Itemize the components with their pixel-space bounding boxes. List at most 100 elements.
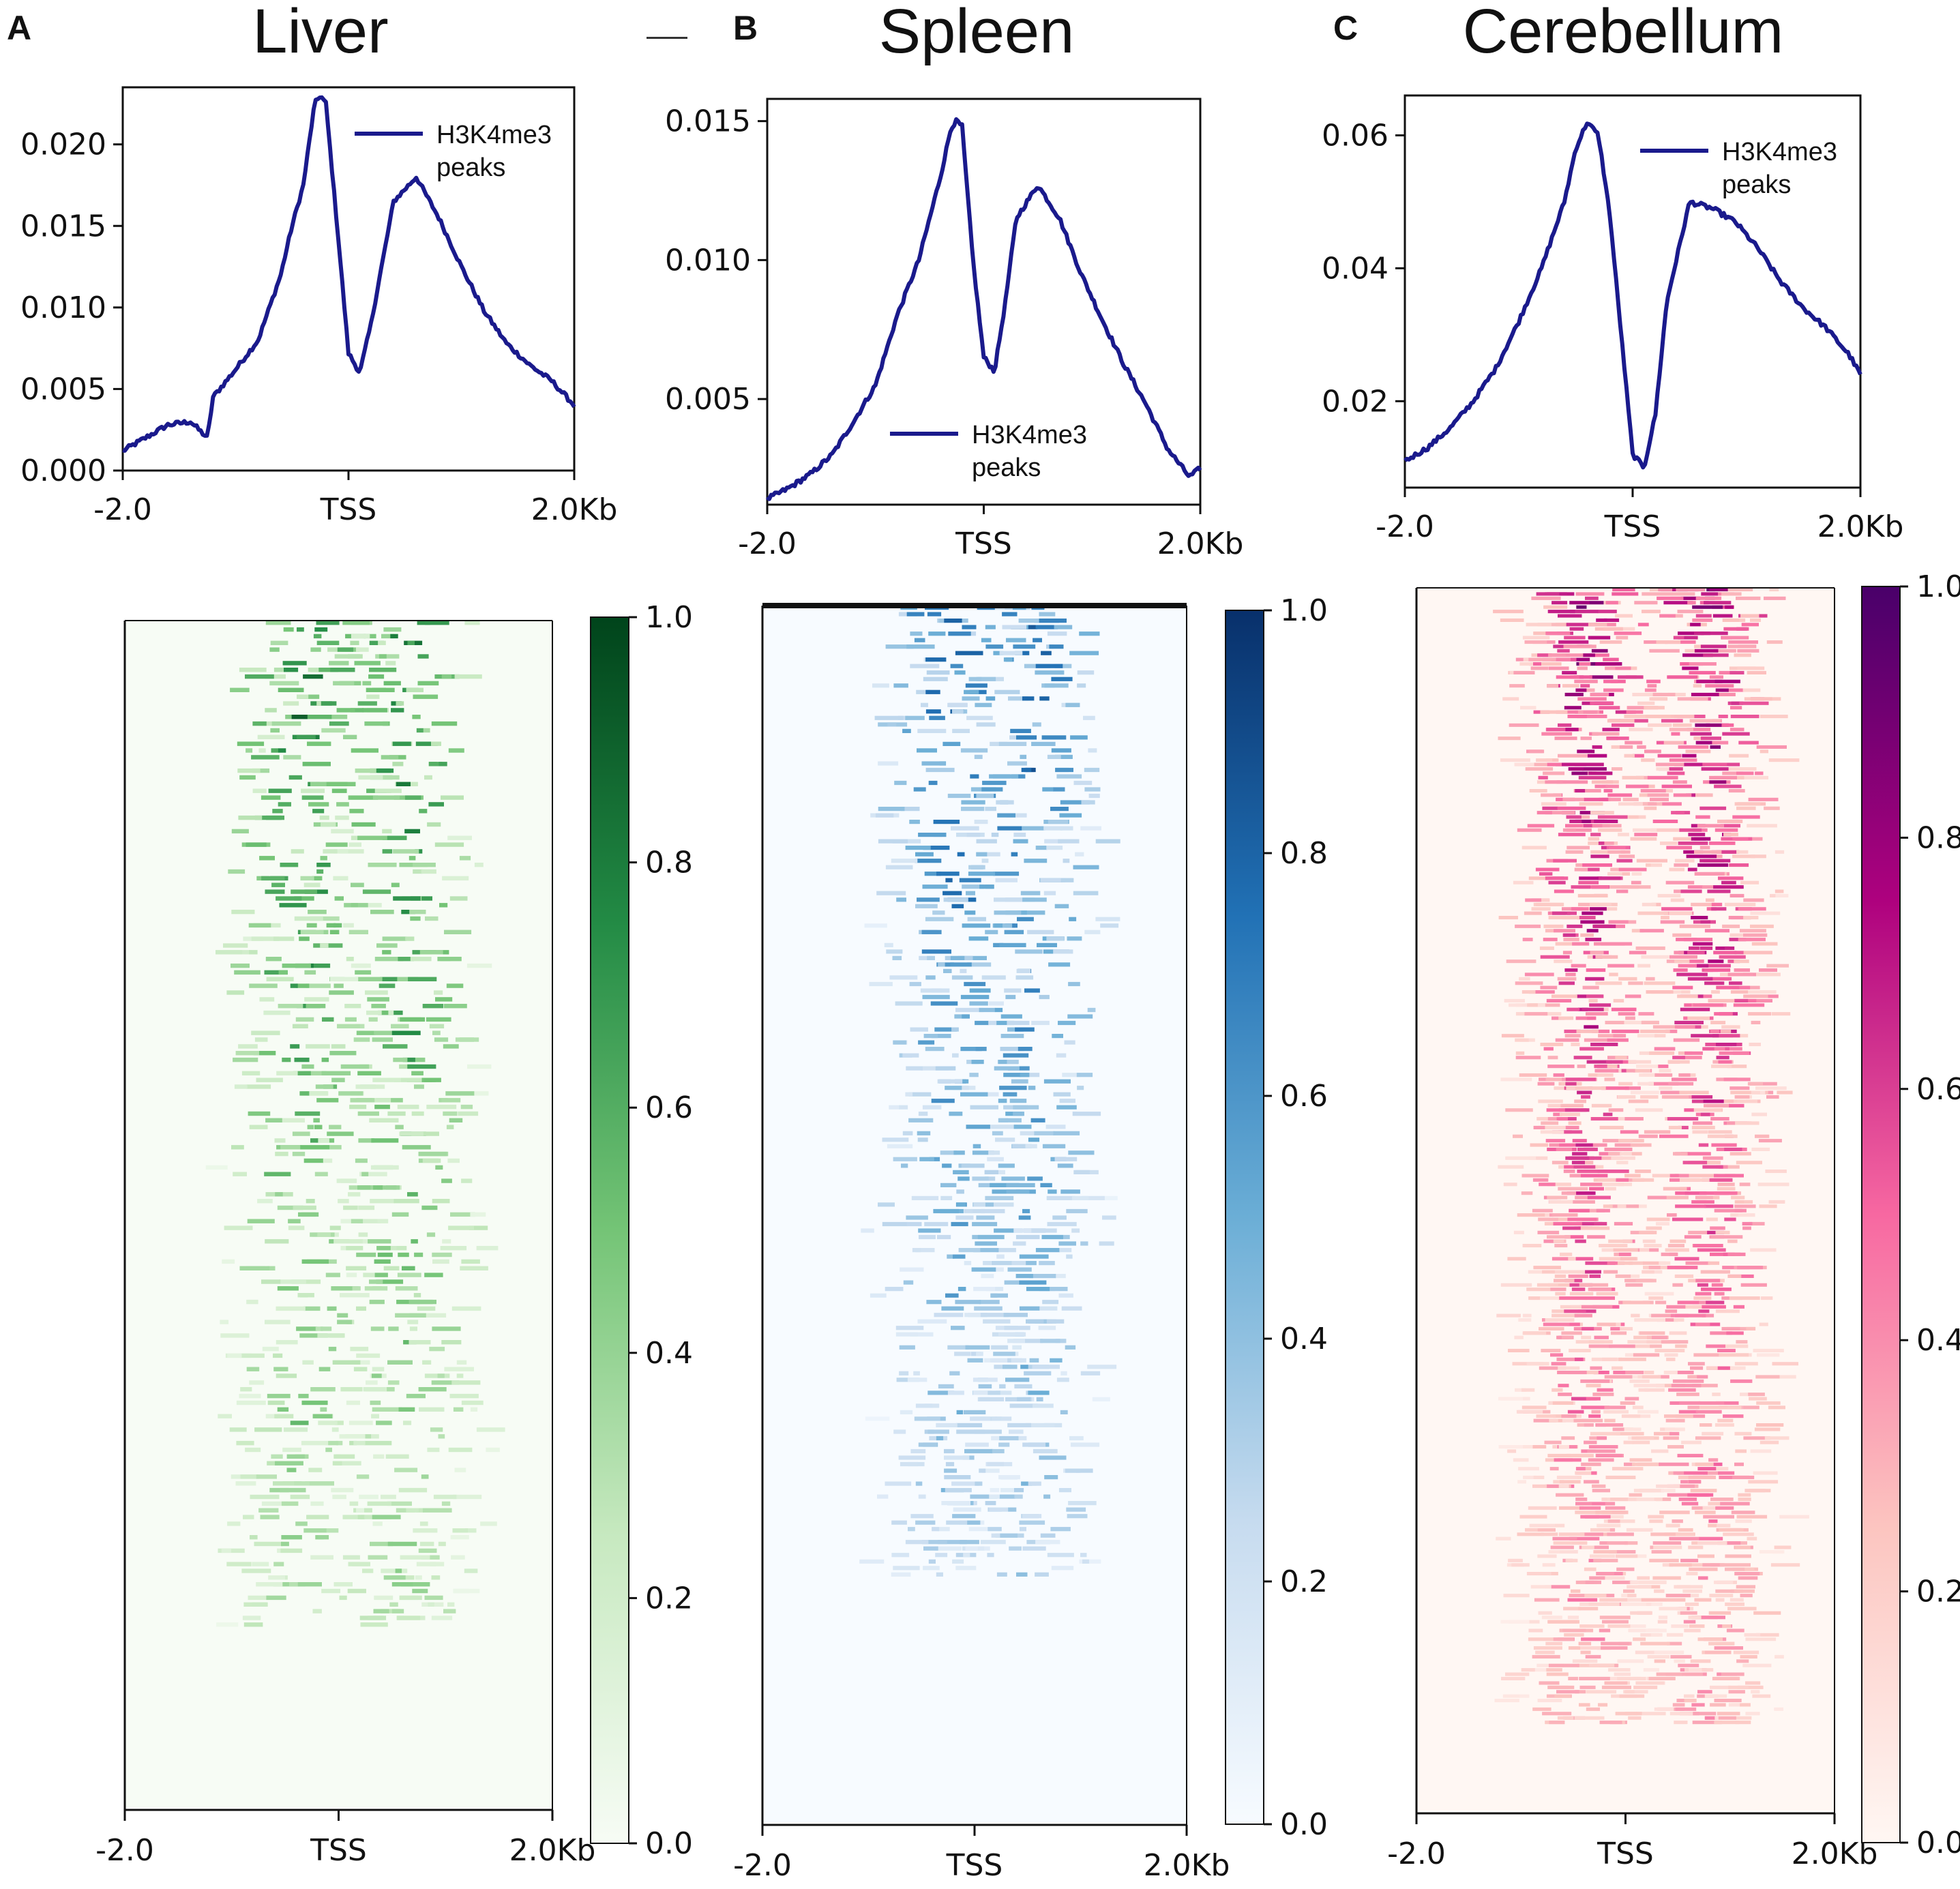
- heatmap-cell: [1766, 640, 1783, 644]
- heatmap-cell: [1611, 1156, 1635, 1160]
- heatmap-cell: [1547, 610, 1575, 614]
- heatmap-cell: [1066, 1507, 1086, 1512]
- heatmap-cell: [1645, 715, 1671, 719]
- heatmap-cell: [1654, 1707, 1674, 1711]
- heatmap-cell: [1661, 907, 1693, 911]
- heatmap-cell: [284, 668, 299, 672]
- heatmap-cell: [1706, 723, 1729, 727]
- x-tick-label: TSS: [1597, 1836, 1654, 1871]
- heatmap-cell: [1656, 1484, 1680, 1488]
- heatmap-cell: [1711, 1283, 1723, 1287]
- heatmap-cell: [1541, 732, 1573, 736]
- heatmap-cell: [1716, 985, 1740, 990]
- heatmap-cell: [1028, 1390, 1050, 1395]
- heatmap-cell: [1569, 1348, 1591, 1352]
- heatmap-cell: [323, 1158, 333, 1163]
- heatmap-cell: [905, 846, 931, 850]
- heatmap-cell: [1731, 1703, 1751, 1707]
- heatmap-cell: [1013, 1339, 1043, 1343]
- heatmap-cell: [1689, 946, 1699, 950]
- heatmap-cell: [464, 621, 480, 625]
- heatmap-cell: [1558, 1445, 1569, 1449]
- heatmap-cell: [448, 1225, 474, 1230]
- heatmap-cell: [454, 1588, 480, 1594]
- heatmap-cell: [1580, 684, 1590, 688]
- heatmap-cell: [234, 1084, 248, 1089]
- heatmap-cell: [329, 929, 340, 934]
- heatmap-cell: [243, 1622, 263, 1627]
- heatmap-cell: [1747, 1536, 1757, 1541]
- heatmap-cell: [357, 835, 387, 840]
- heatmap-cell: [1665, 1309, 1678, 1313]
- heatmap-cell: [303, 1306, 321, 1311]
- heatmap-cell: [963, 1410, 986, 1414]
- heatmap-cell: [1708, 960, 1724, 964]
- heatmap-cell: [1607, 1541, 1628, 1545]
- heatmap-cell: [995, 878, 1018, 882]
- heatmap-cell: [1033, 1403, 1054, 1408]
- heatmap-cell: [1730, 1379, 1753, 1383]
- heatmap-cell: [1604, 1418, 1616, 1423]
- heatmap-cell: [1774, 1707, 1784, 1711]
- heatmap-cell: [351, 1360, 370, 1365]
- heatmap-cell: [922, 994, 950, 1000]
- heatmap-cell: [1541, 1532, 1558, 1536]
- heatmap-cell: [983, 1319, 1011, 1324]
- heatmap-cell: [1537, 1699, 1562, 1703]
- heatmap-cell: [1035, 1248, 1060, 1253]
- heatmap-cell: [906, 612, 925, 616]
- heatmap-cell: [424, 1595, 443, 1601]
- heatmap-cell: [1709, 780, 1727, 784]
- heatmap-cell: [1577, 916, 1596, 920]
- heatmap-cell: [1743, 933, 1768, 937]
- heatmap-cell: [409, 1340, 431, 1345]
- heatmap-cell: [1604, 1375, 1633, 1379]
- heatmap-cell: [1660, 1090, 1688, 1095]
- heatmap-cell: [918, 833, 947, 837]
- heatmap-cell: [1000, 1488, 1014, 1493]
- heatmap-cell: [1565, 728, 1579, 732]
- colorbar-tick-label: 0.4: [1280, 1322, 1328, 1356]
- heatmap-cell: [1661, 588, 1688, 592]
- heatmap-cell: [1691, 902, 1716, 906]
- heatmap-cell: [1026, 1287, 1050, 1292]
- heatmap-cell: [331, 1427, 339, 1432]
- heatmap-cell: [343, 923, 354, 928]
- heatmap-cell: [1624, 994, 1642, 998]
- heatmap-cell: [364, 1440, 392, 1446]
- heatmap-cell: [1535, 867, 1560, 872]
- heatmap-cell: [1582, 653, 1609, 657]
- heatmap-cell: [1711, 990, 1720, 994]
- heatmap-cell: [1701, 767, 1729, 771]
- heatmap-cell: [1740, 1654, 1757, 1659]
- heatmap-cell: [1575, 1239, 1586, 1243]
- heatmap-cell: [1586, 1296, 1615, 1300]
- heatmap-cell: [414, 1084, 424, 1089]
- heatmap-cell: [441, 1098, 461, 1103]
- heatmap-cell: [1581, 1405, 1609, 1410]
- heatmap-cell: [1046, 1195, 1075, 1200]
- heatmap-cell: [1748, 1012, 1772, 1016]
- heatmap-cell: [419, 950, 443, 955]
- heatmap-cell: [1599, 1721, 1622, 1725]
- heatmap-cell: [1721, 636, 1749, 640]
- heatmap-cell: [1060, 826, 1073, 831]
- heatmap-cell: [962, 625, 977, 629]
- heatmap-cell: [1622, 1300, 1650, 1305]
- heatmap-cell: [932, 1527, 940, 1532]
- heatmap-cell: [1587, 1449, 1616, 1453]
- heatmap-cell: [1734, 1200, 1744, 1204]
- heatmap-cell: [1743, 951, 1772, 955]
- heatmap-cell: [403, 1421, 412, 1425]
- heatmap-cell: [1060, 800, 1090, 805]
- x-tick-label: -2.0: [733, 1848, 792, 1883]
- heatmap-cell: [1539, 1183, 1556, 1187]
- heatmap-cell: [921, 1066, 949, 1071]
- heatmap-cell: [1011, 852, 1018, 857]
- heatmap-cell: [1567, 1322, 1580, 1326]
- heatmap-cell: [398, 1252, 409, 1258]
- heatmap-cell: [281, 1501, 299, 1506]
- heatmap-cell: [1004, 1326, 1030, 1330]
- heatmap-cell: [1635, 1279, 1657, 1283]
- heatmap-cell: [1613, 1248, 1638, 1252]
